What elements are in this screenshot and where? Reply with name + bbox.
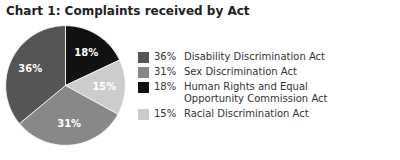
svg-text:15%: 15% [92,81,116,92]
svg-text:18%: 18% [74,47,98,58]
html-text:36%: 36% [154,50,177,62]
html-text:Racial Discrimination Act: Racial Discrimination Act [184,107,309,119]
html-text:Sex Discrimination Act: Sex Discrimination Act [184,65,297,77]
html-text:18%: 18% [154,80,177,92]
html-text:31%: 31% [154,65,177,77]
html-text:15%: 15% [154,107,177,119]
html-text:Chart 1: Complaints received b: Chart 1: Complaints received by Act [6,4,250,18]
html-text:Disability Discrimination Act: Disability Discrimination Act [184,50,325,62]
html-text:Human Rights and Equal Opportu: Human Rights and Equal Opportunity Commi… [184,80,328,104]
svg-text:36%: 36% [18,63,42,74]
svg-text:31%: 31% [57,118,81,129]
